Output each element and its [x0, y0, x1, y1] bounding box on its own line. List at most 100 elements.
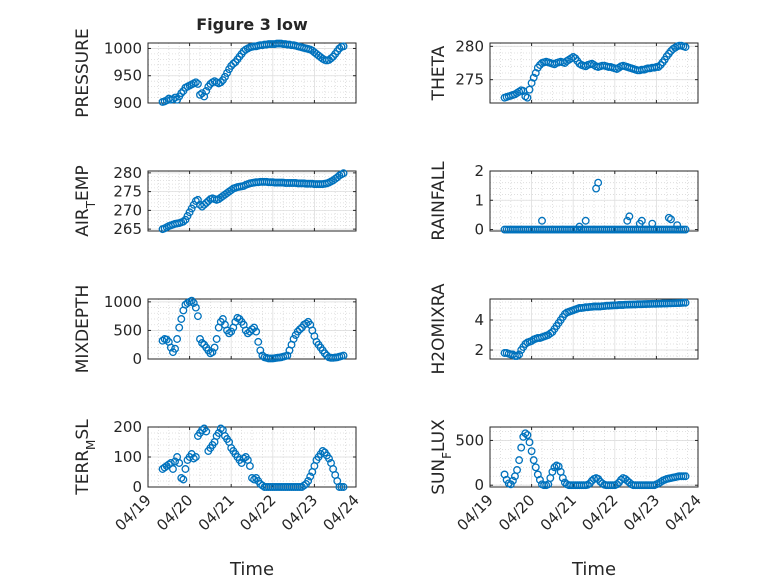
axes-box — [147, 170, 357, 232]
xlabel-right: Time — [571, 559, 616, 580]
data-point — [171, 93, 179, 102]
data-point — [243, 329, 252, 338]
data-point — [177, 474, 186, 482]
data-point — [525, 438, 534, 447]
data-point — [193, 312, 202, 321]
data-point — [535, 475, 544, 484]
data-point — [181, 465, 190, 473]
subplot-5: 0 500 1000 MIXDEPTH — [73, 285, 357, 373]
data-point — [252, 327, 261, 336]
data-point — [327, 54, 335, 63]
y-tick-label: 2 — [474, 162, 484, 180]
data-point — [202, 87, 211, 95]
data-point — [196, 335, 204, 343]
data-point — [196, 90, 204, 99]
data-point — [225, 329, 234, 338]
data-point — [523, 93, 532, 102]
x-tick-label: 04/21 — [537, 491, 580, 534]
subplot-6: 2 4 H2OMIXRA — [429, 283, 699, 375]
data-point — [517, 443, 526, 452]
data-point — [304, 477, 313, 485]
data-point — [681, 298, 690, 307]
y-axis-label: RAINFALL — [429, 161, 449, 241]
axes-box — [489, 42, 699, 104]
subplot-4: 0 1 2 RAINFALL — [429, 161, 699, 241]
data-point — [295, 325, 304, 334]
data-point — [515, 350, 524, 359]
data-point — [193, 79, 202, 88]
data-point — [229, 59, 238, 68]
data-point — [164, 460, 173, 469]
data-point — [239, 454, 248, 463]
data-point — [515, 456, 524, 465]
data-point — [529, 73, 538, 82]
data-point — [189, 299, 198, 307]
y-tick-label: 270 — [113, 201, 142, 219]
data-point — [318, 447, 327, 455]
data-point — [623, 216, 632, 225]
data-point — [673, 221, 682, 230]
data-point — [529, 456, 538, 465]
data-point — [335, 44, 344, 53]
y-axis-label: PRESSURE — [73, 28, 93, 117]
y-tick-label: 1 — [474, 191, 484, 209]
y-axis-label: AIRTEMP — [73, 165, 98, 236]
data-point — [531, 463, 540, 472]
y-tick-label: 280 — [113, 164, 142, 182]
data-point — [169, 465, 177, 473]
data-point — [521, 340, 530, 348]
data-point — [198, 426, 207, 434]
data-point — [175, 459, 184, 467]
y-tick-label: 1000 — [104, 293, 142, 311]
data-point — [550, 463, 559, 472]
data-point — [648, 219, 657, 228]
y-tick-label: 4 — [474, 311, 484, 329]
data-point — [300, 481, 308, 490]
data-point — [625, 212, 634, 221]
y-tick-label: 950 — [113, 67, 142, 85]
data-point — [254, 337, 263, 346]
y-tick-label: 900 — [113, 94, 142, 112]
data-point — [221, 72, 229, 81]
y-tick-label: 1000 — [104, 39, 142, 57]
data-point — [258, 351, 267, 360]
data-point — [508, 476, 517, 485]
data-point — [339, 483, 348, 491]
y-axis-label: TERRMSL — [73, 419, 98, 496]
data-point — [245, 462, 254, 470]
y-tick-label: 265 — [113, 220, 142, 238]
data-point — [681, 225, 690, 234]
data-point — [177, 89, 186, 98]
data-point — [594, 178, 603, 187]
data-point — [293, 327, 302, 336]
x-tick-label: 04/22 — [578, 491, 621, 534]
y-tick-label: 0 — [132, 350, 142, 368]
data-point — [575, 222, 584, 231]
y-tick-label: 280 — [455, 37, 484, 55]
x-tick-label: 04/24 — [320, 491, 363, 534]
data-point — [216, 78, 225, 87]
data-point — [248, 325, 256, 334]
data-point — [525, 85, 534, 94]
xlabel-left: Time — [229, 559, 274, 580]
data-point — [193, 195, 202, 204]
y-tick-label: 500 — [455, 431, 484, 449]
x-tick-label: 04/20 — [153, 491, 196, 534]
data-point — [198, 339, 207, 347]
y-tick-label: 100 — [113, 448, 142, 466]
data-point — [527, 337, 536, 345]
x-tick-label: 04/19 — [454, 491, 497, 534]
data-point — [248, 474, 256, 482]
data-point — [339, 351, 348, 360]
data-point — [521, 429, 530, 438]
data-point — [208, 348, 217, 357]
y-tick-label: 500 — [113, 321, 142, 339]
data-point — [191, 453, 200, 461]
data-point — [202, 427, 211, 436]
y-axis-label: THETA — [429, 45, 449, 101]
data-point — [175, 323, 184, 332]
data-point — [256, 346, 265, 355]
x-tick-label: 04/23 — [620, 491, 663, 534]
data-point — [339, 169, 348, 178]
